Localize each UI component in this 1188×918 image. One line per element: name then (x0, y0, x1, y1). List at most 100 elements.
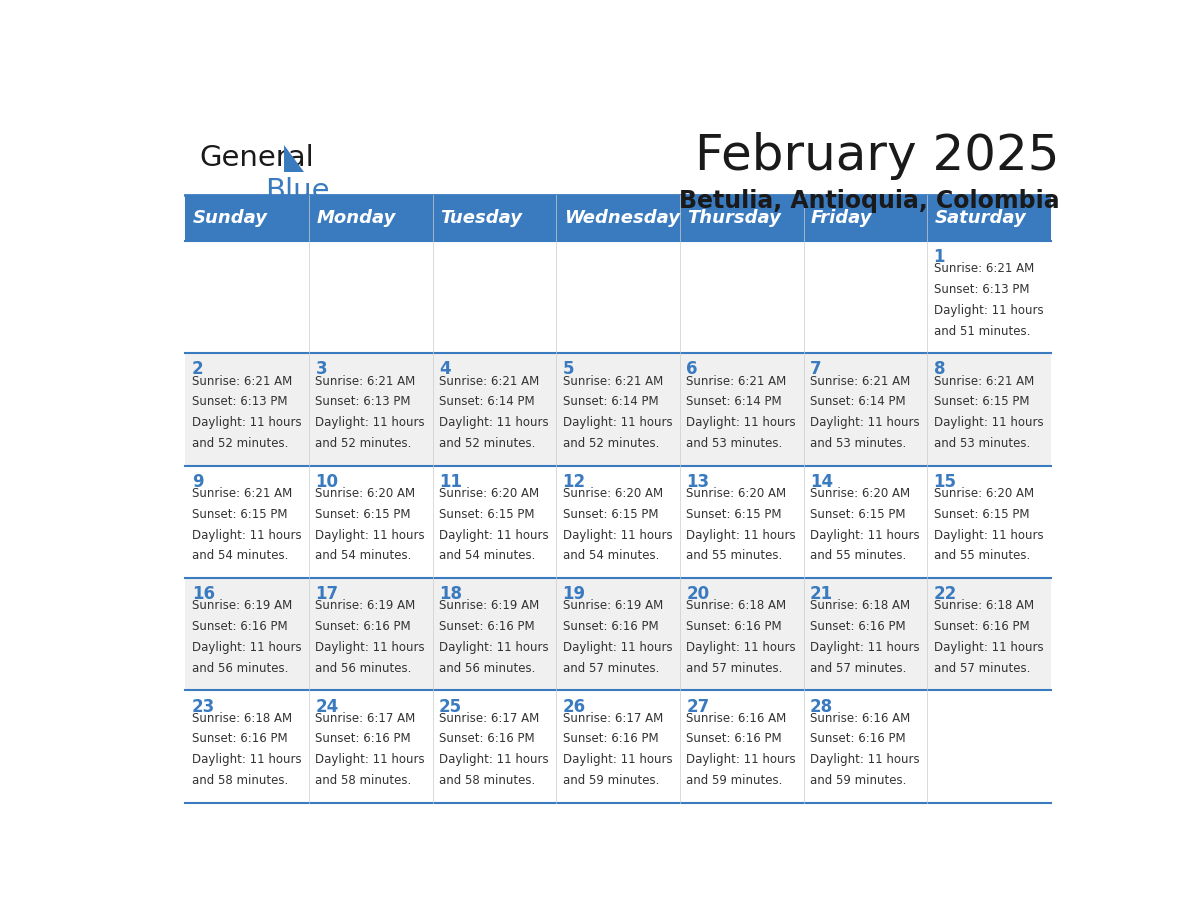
Text: and 56 minutes.: and 56 minutes. (440, 662, 536, 675)
Text: Tuesday: Tuesday (440, 209, 522, 227)
Text: General: General (200, 144, 314, 173)
Text: 9: 9 (191, 473, 203, 491)
Text: Daylight: 11 hours: Daylight: 11 hours (687, 754, 796, 767)
Text: Sunrise: 6:19 AM: Sunrise: 6:19 AM (191, 599, 292, 612)
Bar (185, 353, 309, 465)
Text: Betulia, Antioquia, Colombia: Betulia, Antioquia, Colombia (680, 188, 1060, 213)
Bar (927, 241, 1051, 353)
Bar (432, 195, 556, 241)
Text: Sunset: 6:14 PM: Sunset: 6:14 PM (687, 396, 782, 409)
Text: Sunset: 6:15 PM: Sunset: 6:15 PM (687, 508, 782, 521)
Text: Sunset: 6:15 PM: Sunset: 6:15 PM (440, 508, 535, 521)
Text: 15: 15 (934, 473, 956, 491)
Text: Daylight: 11 hours: Daylight: 11 hours (315, 529, 425, 542)
Text: Daylight: 11 hours: Daylight: 11 hours (440, 529, 549, 542)
Text: Sunrise: 6:21 AM: Sunrise: 6:21 AM (934, 375, 1034, 387)
Text: 7: 7 (810, 361, 822, 378)
Text: Sunset: 6:13 PM: Sunset: 6:13 PM (934, 283, 1029, 296)
Text: Sunrise: 6:20 AM: Sunrise: 6:20 AM (810, 487, 910, 500)
Bar (680, 578, 803, 690)
Text: 5: 5 (563, 361, 574, 378)
Text: Sunset: 6:16 PM: Sunset: 6:16 PM (563, 620, 658, 633)
Bar (309, 465, 432, 578)
Bar (680, 690, 803, 803)
Text: and 55 minutes.: and 55 minutes. (810, 549, 906, 563)
Text: and 52 minutes.: and 52 minutes. (315, 437, 412, 450)
Text: Thursday: Thursday (687, 209, 782, 227)
Text: Saturday: Saturday (935, 209, 1026, 227)
Text: 6: 6 (687, 361, 697, 378)
Text: 16: 16 (191, 585, 215, 603)
Bar (185, 241, 309, 353)
Text: Sunrise: 6:17 AM: Sunrise: 6:17 AM (440, 711, 539, 724)
Polygon shape (284, 145, 304, 172)
Text: 22: 22 (934, 585, 956, 603)
Text: and 51 minutes.: and 51 minutes. (934, 324, 1030, 338)
Text: and 54 minutes.: and 54 minutes. (191, 549, 289, 563)
Text: Sunrise: 6:21 AM: Sunrise: 6:21 AM (315, 375, 416, 387)
Text: Sunset: 6:16 PM: Sunset: 6:16 PM (315, 733, 411, 745)
Text: Daylight: 11 hours: Daylight: 11 hours (687, 529, 796, 542)
Text: and 56 minutes.: and 56 minutes. (315, 662, 412, 675)
Text: and 53 minutes.: and 53 minutes. (687, 437, 783, 450)
Text: Sunset: 6:15 PM: Sunset: 6:15 PM (315, 508, 411, 521)
Bar (803, 465, 927, 578)
Text: 17: 17 (315, 585, 339, 603)
Text: 8: 8 (934, 361, 946, 378)
Text: Sunset: 6:15 PM: Sunset: 6:15 PM (934, 508, 1029, 521)
Text: Sunset: 6:16 PM: Sunset: 6:16 PM (810, 733, 905, 745)
Bar (309, 353, 432, 465)
Text: Daylight: 11 hours: Daylight: 11 hours (810, 754, 920, 767)
Bar (556, 465, 680, 578)
Text: Sunrise: 6:21 AM: Sunrise: 6:21 AM (563, 375, 663, 387)
Text: and 54 minutes.: and 54 minutes. (563, 549, 659, 563)
Text: and 52 minutes.: and 52 minutes. (191, 437, 289, 450)
Bar (556, 690, 680, 803)
Bar (680, 241, 803, 353)
Text: Monday: Monday (316, 209, 396, 227)
Text: Sunset: 6:15 PM: Sunset: 6:15 PM (934, 396, 1029, 409)
Text: Daylight: 11 hours: Daylight: 11 hours (563, 641, 672, 654)
Bar (803, 578, 927, 690)
Bar (680, 195, 803, 241)
Text: Sunrise: 6:16 AM: Sunrise: 6:16 AM (810, 711, 910, 724)
Text: Sunset: 6:14 PM: Sunset: 6:14 PM (563, 396, 658, 409)
Text: Daylight: 11 hours: Daylight: 11 hours (315, 416, 425, 429)
Text: Sunrise: 6:18 AM: Sunrise: 6:18 AM (687, 599, 786, 612)
Bar (927, 690, 1051, 803)
Text: Sunset: 6:16 PM: Sunset: 6:16 PM (191, 620, 287, 633)
Text: 23: 23 (191, 698, 215, 715)
Text: and 58 minutes.: and 58 minutes. (191, 774, 287, 787)
Text: Sunrise: 6:21 AM: Sunrise: 6:21 AM (810, 375, 910, 387)
Text: and 53 minutes.: and 53 minutes. (934, 437, 1030, 450)
Text: February 2025: February 2025 (695, 132, 1060, 180)
Text: Daylight: 11 hours: Daylight: 11 hours (934, 529, 1043, 542)
Bar (432, 690, 556, 803)
Text: Daylight: 11 hours: Daylight: 11 hours (810, 416, 920, 429)
Text: Sunrise: 6:21 AM: Sunrise: 6:21 AM (687, 375, 786, 387)
Text: and 54 minutes.: and 54 minutes. (440, 549, 536, 563)
Text: and 56 minutes.: and 56 minutes. (191, 662, 289, 675)
Text: and 53 minutes.: and 53 minutes. (810, 437, 906, 450)
Text: Daylight: 11 hours: Daylight: 11 hours (191, 754, 302, 767)
Text: 21: 21 (810, 585, 833, 603)
Text: Daylight: 11 hours: Daylight: 11 hours (563, 754, 672, 767)
Text: Sunrise: 6:16 AM: Sunrise: 6:16 AM (687, 711, 786, 724)
Text: Sunrise: 6:17 AM: Sunrise: 6:17 AM (563, 711, 663, 724)
Bar (185, 690, 309, 803)
Text: Daylight: 11 hours: Daylight: 11 hours (440, 641, 549, 654)
Text: Sunset: 6:16 PM: Sunset: 6:16 PM (440, 620, 535, 633)
Text: 10: 10 (315, 473, 339, 491)
Text: 28: 28 (810, 698, 833, 715)
Text: Daylight: 11 hours: Daylight: 11 hours (191, 529, 302, 542)
Bar (556, 578, 680, 690)
Text: Sunset: 6:16 PM: Sunset: 6:16 PM (934, 620, 1029, 633)
Text: Sunset: 6:16 PM: Sunset: 6:16 PM (810, 620, 905, 633)
Text: Daylight: 11 hours: Daylight: 11 hours (315, 641, 425, 654)
Text: Daylight: 11 hours: Daylight: 11 hours (934, 416, 1043, 429)
Bar (309, 690, 432, 803)
Text: Sunset: 6:13 PM: Sunset: 6:13 PM (191, 396, 287, 409)
Text: 20: 20 (687, 585, 709, 603)
Text: Sunrise: 6:18 AM: Sunrise: 6:18 AM (191, 711, 292, 724)
Text: Daylight: 11 hours: Daylight: 11 hours (563, 529, 672, 542)
